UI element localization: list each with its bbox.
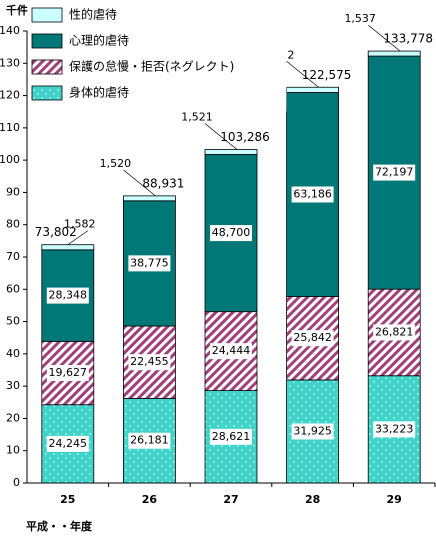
- value-label: 24,245: [49, 437, 88, 450]
- x-tick-label: 25: [60, 493, 75, 506]
- bar-segment: [367, 50, 421, 57]
- y-tick-label: 110: [0, 121, 20, 134]
- bar-segment: [286, 86, 340, 93]
- value-label-box: [210, 428, 252, 445]
- x-tick-label: 28: [305, 493, 320, 506]
- legend-swatch: [31, 7, 63, 23]
- value-label-box: [291, 423, 334, 440]
- value-label: 1,521: [181, 111, 213, 124]
- legend-box: [27, 0, 287, 112]
- value-label: 26,181: [130, 434, 169, 447]
- value-label: 31,925: [293, 424, 332, 437]
- legend-swatch: [31, 85, 63, 101]
- y-axis-label: 千件: [6, 3, 28, 17]
- y-tick-label: 120: [0, 89, 20, 102]
- value-label: 1,520: [100, 157, 132, 170]
- value-label: 63,186: [293, 187, 332, 200]
- x-axis-label: 平成・・年度: [26, 519, 93, 533]
- value-label-box: [46, 287, 89, 304]
- total-label: 88,931: [142, 176, 184, 190]
- bar-segment: [123, 195, 176, 202]
- value-label-box: [128, 432, 171, 449]
- total-label: 133,778: [383, 32, 433, 46]
- value-label: 48,700: [212, 226, 251, 239]
- y-tick-label: 60: [6, 282, 20, 295]
- legend-label: 性的虐待: [69, 7, 117, 22]
- value-label: 26,821: [375, 325, 414, 338]
- leader-line: [367, 24, 401, 52]
- y-tick-label: 90: [6, 185, 20, 198]
- leader-line: [67, 230, 89, 246]
- leader-line: [204, 123, 238, 150]
- value-label: 24,444: [212, 344, 251, 357]
- leader-line: [123, 169, 156, 197]
- value-label: 72,197: [375, 166, 414, 179]
- leader-line: [286, 60, 319, 88]
- legend-swatch: [31, 33, 63, 49]
- x-tick-label: 26: [142, 493, 158, 506]
- y-tick-label: 80: [6, 218, 20, 231]
- value-label-box: [373, 164, 416, 181]
- x-tick-label: 29: [387, 493, 402, 506]
- value-label-box: [128, 255, 171, 272]
- value-label-box: [210, 343, 252, 360]
- y-tick-label: 30: [6, 379, 20, 392]
- total-label: 122,575: [302, 68, 352, 82]
- bar-segment: [41, 244, 95, 251]
- value-label: 33,223: [375, 422, 414, 435]
- y-tick-label: 0: [13, 476, 20, 489]
- x-tick-label: 27: [223, 493, 238, 506]
- bar-segment: [204, 149, 258, 155]
- value-label-box: [210, 225, 252, 242]
- value-label: 19,627: [49, 366, 88, 379]
- value-label: 22,455: [130, 355, 169, 368]
- y-tick-label: 20: [6, 411, 20, 424]
- y-tick-label: 70: [6, 250, 20, 263]
- legend-label: 身体的虐待: [69, 85, 129, 100]
- y-tick-label: 100: [0, 153, 20, 166]
- legend-label: 心理的虐待: [69, 33, 129, 48]
- value-label: 38,775: [130, 256, 169, 269]
- value-label-box: [291, 330, 334, 347]
- value-label-box: [46, 435, 89, 452]
- value-label-box: [46, 365, 89, 382]
- total-label: 73,802: [35, 225, 77, 239]
- value-label-box: [373, 421, 416, 438]
- value-label: 28,348: [49, 289, 88, 302]
- value-label: 1,537: [344, 12, 376, 25]
- value-label-box: [128, 354, 171, 371]
- y-tick-label: 130: [0, 56, 20, 69]
- total-label: 103,286: [220, 130, 270, 144]
- legend-label: 保護の怠慢・拒否(ネグレクト): [69, 59, 234, 74]
- value-label: 1,582: [64, 218, 96, 231]
- y-tick-label: 140: [0, 24, 20, 37]
- value-label-box: [291, 186, 334, 203]
- value-label-box: [373, 324, 416, 341]
- y-tick-label: 10: [6, 444, 20, 457]
- value-label: 25,842: [293, 331, 332, 344]
- y-tick-label: 40: [6, 347, 20, 360]
- value-label: 28,621: [212, 430, 251, 443]
- y-tick-label: 50: [6, 315, 20, 328]
- legend-swatch: [31, 59, 63, 75]
